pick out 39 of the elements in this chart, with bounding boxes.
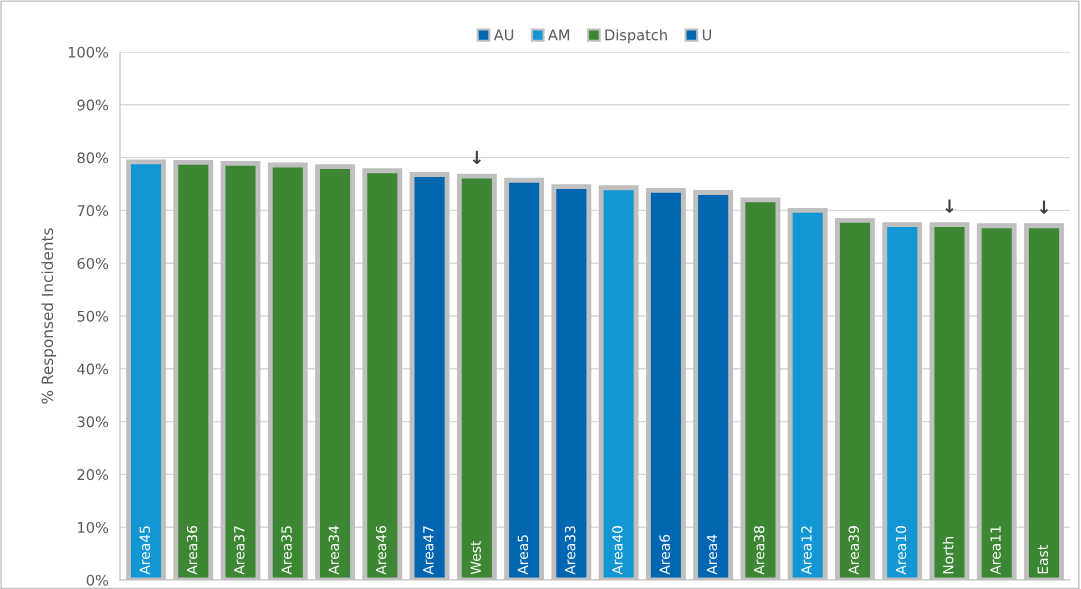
x-tick-label: Area46 (375, 525, 387, 575)
y-tick-label: 100% (68, 46, 109, 58)
x-tick-label: West (470, 540, 481, 575)
legend-label: Dispatch (605, 29, 667, 44)
x-tick-label: Area38 (753, 526, 765, 575)
legend-label: U (702, 29, 712, 41)
x-tick-label: Area12 (801, 526, 812, 575)
legend-label: AU (493, 29, 514, 41)
x-tick-label: Area40 (612, 526, 623, 575)
x-tick-label: East (1037, 545, 1049, 574)
legend-label: AM (548, 29, 570, 41)
x-tick-label: Area37 (234, 526, 245, 575)
y-tick-label: 20% (77, 469, 109, 481)
x-tick-label: Area11 (990, 526, 1001, 575)
x-tick-label: Area10 (895, 526, 907, 575)
y-tick-label: 50% (77, 310, 109, 322)
x-tick-label: Area47 (423, 526, 434, 575)
x-tick-label: Area35 (281, 526, 292, 575)
x-tick-label: Area45 (139, 526, 151, 575)
x-tick-label: North (942, 537, 954, 574)
annotation: ↓ (1039, 200, 1049, 214)
y-tick-label: 0% (86, 574, 109, 586)
x-tick-label: Area34 (328, 525, 340, 575)
annotation: ↓ (945, 199, 954, 213)
y-tick-label: 60% (77, 257, 109, 269)
y-tick-label: 40% (77, 363, 109, 375)
x-tick-label: Area4 (706, 534, 718, 575)
y-axis-title: % Responsed Incidents (41, 228, 57, 404)
x-tick-label: Area33 (564, 526, 576, 575)
y-tick-label: 80% (77, 152, 109, 164)
annotation: ↓ (472, 150, 481, 165)
x-tick-label: Area6 (659, 534, 670, 575)
y-tick-label: 30% (77, 416, 109, 428)
x-tick-label: Area5 (517, 535, 529, 575)
y-tick-label: 10% (78, 521, 109, 533)
y-tick-label: 70% (77, 205, 109, 217)
y-tick-label: 90% (77, 99, 109, 111)
x-tick-label: Area36 (186, 525, 198, 575)
x-tick-label: Area39 (848, 526, 859, 575)
